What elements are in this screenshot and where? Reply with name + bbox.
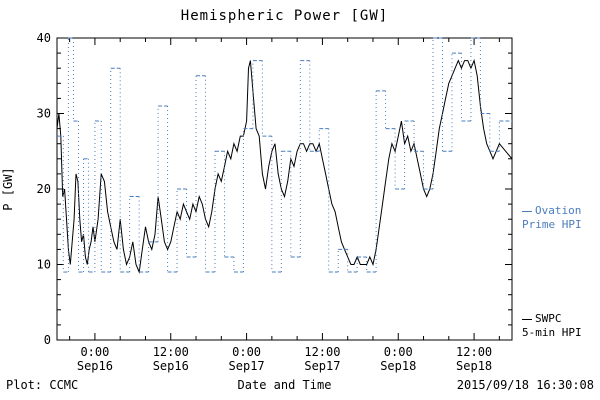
- chart-title: Hemispheric Power [GW]: [180, 8, 389, 24]
- legend-ovation: Ovation Prime HPI: [522, 204, 598, 232]
- plot-frame: [56, 37, 513, 341]
- y-tick-label: 30: [37, 107, 51, 121]
- x-tick-label-time: 12:00: [456, 345, 492, 359]
- y-tick-label: 0: [44, 333, 51, 347]
- footer-plot-source: Plot: CCMC: [6, 378, 79, 392]
- legend-swpc-line2: 5-min HPI: [522, 326, 582, 339]
- x-tick-label-time: 0:00: [384, 345, 413, 359]
- x-tick-label-time: 12:00: [304, 345, 340, 359]
- legend-swpc-line1: SWPC: [535, 312, 562, 325]
- x-tick-label-date: Sep16: [77, 359, 113, 373]
- x-tick-label-date: Sep18: [456, 359, 492, 373]
- x-axis-label: Date and Time: [237, 378, 332, 392]
- x-tick-label-date: Sep17: [229, 359, 265, 373]
- series-swpc-line: [56, 58, 513, 274]
- x-tick-label-date: Sep18: [380, 359, 416, 373]
- footer-timestamp: 2015/09/18 16:30:08: [456, 378, 594, 392]
- x-tick-label-time: 12:00: [153, 345, 189, 359]
- y-tick-label: 40: [37, 31, 51, 45]
- x-tick-label-date: Sep16: [153, 359, 189, 373]
- ovation-line-icon: [522, 210, 532, 212]
- x-tick-label-time: 0:00: [232, 345, 261, 359]
- legend-ovation-line2: Prime HPI: [522, 218, 582, 231]
- legend-swpc: SWPC 5-min HPI: [522, 312, 598, 340]
- swpc-line-icon: [522, 318, 532, 320]
- x-tick-label-date: Sep17: [304, 359, 340, 373]
- legend-ovation-line1: Ovation: [535, 204, 582, 217]
- y-tick-label: 10: [37, 258, 51, 272]
- y-tick-label: 20: [37, 182, 51, 196]
- x-tick-label-time: 0:00: [80, 345, 109, 359]
